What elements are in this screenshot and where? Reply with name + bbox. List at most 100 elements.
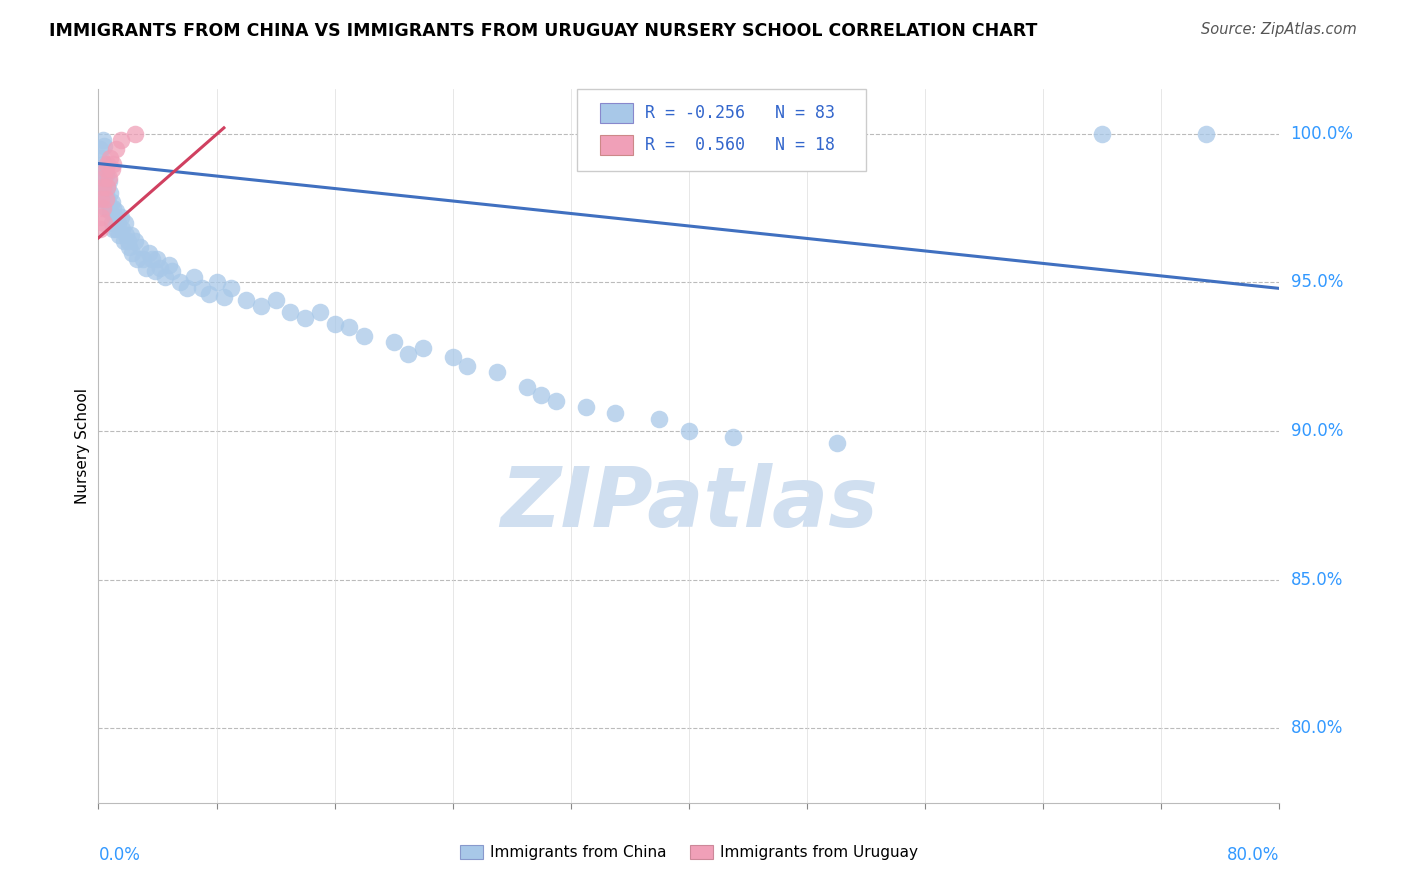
Point (97, 171, 120, 186)
Point (93, 171, 115, 186)
Point (98, 204, 121, 219)
Point (91, 133, 114, 147)
Point (104, 210, 127, 224)
Point (90, 192, 112, 206)
Point (110, 210, 132, 224)
Point (124, 234, 146, 248)
Text: 95.0%: 95.0% (1291, 274, 1343, 292)
Point (138, 245, 160, 260)
Point (91, 180, 114, 194)
Point (143, 263, 166, 277)
Point (93, 156, 115, 170)
Point (323, 317, 346, 331)
Point (412, 341, 434, 355)
Point (96, 192, 118, 206)
Point (103, 156, 125, 170)
Point (530, 388, 553, 402)
Point (114, 216, 136, 230)
Point (121, 245, 143, 260)
Point (120, 227, 142, 242)
Point (93, 216, 115, 230)
Text: R =  0.560   N = 18: R = 0.560 N = 18 (645, 136, 835, 153)
Point (100, 216, 122, 230)
Text: R = -0.256   N = 83: R = -0.256 N = 83 (645, 104, 835, 122)
Point (149, 260, 172, 275)
Point (93, 138, 115, 153)
Point (91, 180, 114, 194)
Point (115, 227, 138, 242)
Point (112, 234, 135, 248)
Point (96, 180, 118, 194)
Point (605, 406, 627, 420)
Point (117, 234, 139, 248)
Point (294, 311, 316, 326)
Text: 90.0%: 90.0% (1291, 422, 1343, 440)
Point (353, 329, 375, 343)
Point (105, 142, 128, 156)
Text: 80.0%: 80.0% (1291, 720, 1343, 738)
Point (176, 281, 198, 295)
Point (516, 379, 538, 393)
Point (90, 210, 112, 224)
Point (98, 186, 121, 201)
Point (94, 192, 117, 206)
Point (162, 263, 183, 277)
Point (205, 276, 228, 290)
Point (235, 293, 257, 308)
Point (169, 276, 191, 290)
Point (94, 169, 117, 183)
Point (97, 174, 120, 188)
Point (441, 350, 464, 364)
Point (108, 227, 131, 242)
Point (250, 299, 273, 313)
Point (100, 162, 122, 177)
Point (93, 192, 115, 206)
Point (264, 293, 287, 308)
Text: 80.0%: 80.0% (1227, 846, 1279, 863)
Point (111, 222, 134, 236)
Point (90, 151, 112, 165)
Point (107, 216, 129, 230)
Point (183, 269, 205, 284)
Point (105, 222, 128, 236)
Point (125, 252, 148, 266)
Point (135, 260, 157, 275)
Point (280, 305, 302, 319)
Point (124, 127, 146, 141)
Point (98, 151, 121, 165)
Point (96, 156, 118, 170)
Point (191, 281, 214, 295)
Text: IMMIGRANTS FROM CHINA VS IMMIGRANTS FROM URUGUAY NURSERY SCHOOL CORRELATION CHAR: IMMIGRANTS FROM CHINA VS IMMIGRANTS FROM… (49, 22, 1038, 40)
Point (146, 252, 169, 266)
Point (100, 195, 122, 210)
Point (198, 287, 221, 301)
Text: 0.0%: 0.0% (98, 846, 141, 863)
Text: 85.0%: 85.0% (1291, 571, 1343, 589)
Point (153, 269, 176, 284)
Point (94, 162, 117, 177)
Point (91, 171, 114, 186)
Point (103, 222, 125, 236)
Point (157, 258, 180, 272)
Y-axis label: Nursery School: Nursery School (75, 388, 90, 504)
Point (648, 412, 671, 426)
Point (825, 436, 848, 450)
Point (1091, 127, 1114, 141)
Bar (600, 103, 634, 123)
FancyBboxPatch shape (576, 89, 866, 171)
Text: Source: ZipAtlas.com: Source: ZipAtlas.com (1201, 22, 1357, 37)
Bar (600, 135, 634, 155)
Point (339, 320, 361, 334)
Point (1195, 127, 1218, 141)
Legend: Immigrants from China, Immigrants from Uruguay: Immigrants from China, Immigrants from U… (454, 839, 924, 866)
Point (212, 290, 235, 304)
Point (221, 281, 243, 295)
Point (382, 334, 405, 349)
Point (486, 365, 509, 379)
Point (575, 401, 598, 415)
Point (105, 204, 128, 219)
Point (141, 252, 163, 266)
Text: ZIPatlas: ZIPatlas (501, 463, 877, 543)
Point (91, 201, 114, 215)
Point (110, 133, 132, 147)
